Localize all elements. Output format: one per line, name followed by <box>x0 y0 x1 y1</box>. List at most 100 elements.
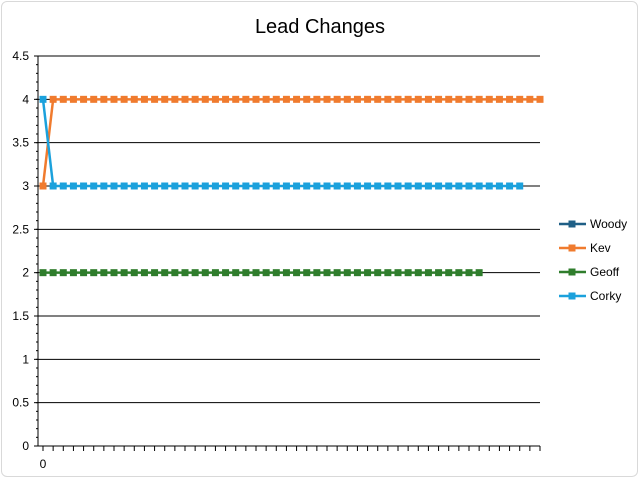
legend-marker-geoff <box>568 268 576 276</box>
data-point-corky <box>374 182 382 190</box>
data-point-geoff <box>435 269 443 277</box>
data-point-kev <box>394 95 402 103</box>
data-point-kev <box>201 95 209 103</box>
data-point-geoff <box>313 269 321 277</box>
data-point-corky <box>100 182 108 190</box>
data-point-geoff <box>424 269 432 277</box>
data-point-kev <box>526 95 534 103</box>
data-point-corky <box>364 182 372 190</box>
data-point-kev <box>465 95 473 103</box>
data-point-corky <box>59 182 67 190</box>
legend-label-corky: Corky <box>590 289 621 303</box>
data-point-kev <box>384 95 392 103</box>
data-point-kev <box>39 182 47 190</box>
data-point-corky <box>445 182 453 190</box>
data-point-geoff <box>282 269 290 277</box>
data-point-kev <box>343 95 351 103</box>
data-point-geoff <box>353 269 361 277</box>
data-point-corky <box>80 182 88 190</box>
data-point-corky <box>120 182 128 190</box>
data-point-corky <box>424 182 432 190</box>
legend-marker-kev <box>568 244 576 252</box>
data-point-corky <box>222 182 230 190</box>
data-point-corky <box>272 182 280 190</box>
data-point-corky <box>435 182 443 190</box>
data-point-kev <box>59 95 67 103</box>
legend-marker-corky <box>568 292 576 300</box>
data-point-kev <box>272 95 280 103</box>
data-point-corky <box>90 182 98 190</box>
data-point-geoff <box>161 269 169 277</box>
data-point-kev <box>140 95 148 103</box>
axes: 0 0.5 1 1.5 2 2.5 3 3.5 4 4.5 0 <box>12 49 541 471</box>
data-point-geoff <box>303 269 311 277</box>
data-point-corky <box>69 182 77 190</box>
y-tick-label: 2.5 <box>12 222 29 236</box>
data-point-corky <box>384 182 392 190</box>
data-point-kev <box>313 95 321 103</box>
data-point-kev <box>120 95 128 103</box>
y-tick-label: 4.5 <box>12 49 29 63</box>
chart-title: Lead Changes <box>255 16 385 38</box>
data-point-corky <box>333 182 341 190</box>
data-point-kev <box>323 95 331 103</box>
data-point-corky <box>303 182 311 190</box>
data-point-kev <box>536 95 544 103</box>
data-point-geoff <box>262 269 270 277</box>
data-point-kev <box>475 95 483 103</box>
data-point-geoff <box>191 269 199 277</box>
data-point-geoff <box>151 269 159 277</box>
legend: Woody Kev Geoff Corky <box>559 217 627 303</box>
data-point-kev <box>485 95 493 103</box>
data-point-geoff <box>100 269 108 277</box>
data-point-geoff <box>201 269 209 277</box>
data-point-geoff <box>171 269 179 277</box>
data-point-geoff <box>465 269 473 277</box>
data-point-geoff <box>140 269 148 277</box>
data-point-geoff <box>49 269 57 277</box>
data-point-kev <box>414 95 422 103</box>
data-point-kev <box>262 95 270 103</box>
data-point-corky <box>353 182 361 190</box>
data-point-corky <box>242 182 250 190</box>
data-point-corky <box>475 182 483 190</box>
data-point-kev <box>404 95 412 103</box>
data-point-geoff <box>364 269 372 277</box>
data-point-geoff <box>343 269 351 277</box>
data-point-kev <box>516 95 524 103</box>
y-tick-label: 2 <box>22 266 29 280</box>
data-point-corky <box>262 182 270 190</box>
data-point-geoff <box>69 269 77 277</box>
data-point-geoff <box>120 269 128 277</box>
data-point-geoff <box>445 269 453 277</box>
data-point-corky <box>323 182 331 190</box>
data-point-kev <box>333 95 341 103</box>
data-point-kev <box>364 95 372 103</box>
data-point-kev <box>100 95 108 103</box>
data-point-kev <box>232 95 240 103</box>
data-point-geoff <box>394 269 402 277</box>
data-point-geoff <box>90 269 98 277</box>
data-point-geoff <box>59 269 67 277</box>
data-point-kev <box>191 95 199 103</box>
data-point-corky <box>110 182 118 190</box>
data-point-kev <box>282 95 290 103</box>
y-tick-label: 0 <box>22 439 29 453</box>
data-point-kev <box>353 95 361 103</box>
data-point-kev <box>211 95 219 103</box>
data-point-kev <box>222 95 230 103</box>
data-point-geoff <box>384 269 392 277</box>
data-point-geoff <box>222 269 230 277</box>
data-point-geoff <box>374 269 382 277</box>
data-point-geoff <box>232 269 240 277</box>
data-point-kev <box>161 95 169 103</box>
data-point-corky <box>252 182 260 190</box>
data-point-corky <box>151 182 159 190</box>
data-point-geoff <box>130 269 138 277</box>
data-point-kev <box>130 95 138 103</box>
data-point-geoff <box>333 269 341 277</box>
data-point-kev <box>455 95 463 103</box>
data-point-geoff <box>475 269 483 277</box>
data-point-kev <box>49 95 57 103</box>
